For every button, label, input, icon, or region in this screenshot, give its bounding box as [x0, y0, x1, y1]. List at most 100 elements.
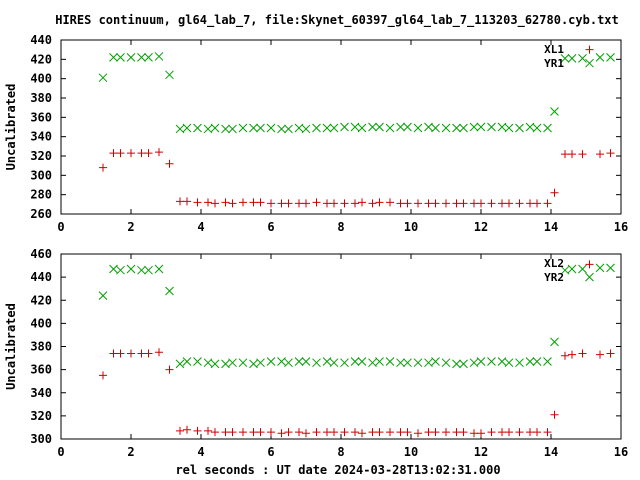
data-point — [396, 199, 405, 208]
data-point — [154, 264, 164, 274]
data-point — [543, 357, 552, 366]
data-point — [403, 199, 412, 208]
series-xl2 — [98, 263, 615, 369]
data-point — [322, 357, 332, 366]
legend-label: XL2 — [544, 257, 564, 270]
data-point — [442, 428, 450, 437]
data-point — [403, 358, 412, 368]
data-point — [277, 124, 286, 134]
data-point — [498, 428, 506, 437]
x-tick-label: 12 — [474, 220, 488, 234]
data-point — [228, 124, 237, 134]
data-point — [211, 199, 219, 208]
data-point — [487, 357, 496, 366]
data-point — [294, 357, 304, 366]
y-tick-label: 320 — [30, 409, 52, 423]
data-point — [560, 54, 570, 63]
data-point — [284, 358, 293, 368]
data-point — [98, 73, 108, 83]
data-point — [239, 198, 247, 207]
data-point — [543, 428, 552, 437]
y-tick-label: 420 — [30, 293, 52, 307]
data-point — [137, 265, 146, 275]
data-point — [126, 53, 136, 62]
data-point — [182, 123, 192, 133]
plot-frame — [60, 253, 622, 440]
data-point — [452, 123, 461, 133]
data-point — [204, 198, 212, 207]
top-panel: 260 280 300 320 340 360 380 400 420 440 0 2 4 6 8 10 12 1… — [4, 33, 628, 234]
legend-label: XL1 — [544, 43, 564, 56]
data-point — [165, 70, 174, 80]
data-point — [144, 149, 153, 158]
x-tick-label: 8 — [337, 220, 344, 234]
data-point — [431, 357, 440, 366]
data-point — [543, 199, 552, 208]
data-point — [109, 53, 118, 62]
data-point — [505, 199, 513, 208]
y-tick-label: 340 — [30, 386, 52, 400]
data-point — [323, 428, 331, 437]
data-point — [221, 124, 230, 134]
data-point — [550, 337, 559, 347]
data-point — [497, 357, 507, 366]
data-point — [99, 371, 107, 380]
data-point — [284, 124, 293, 134]
data-point — [477, 199, 485, 208]
y-tick-label: 300 — [30, 168, 52, 182]
data-point — [210, 359, 220, 369]
data-point — [431, 428, 440, 437]
data-point — [137, 53, 146, 62]
data-point — [477, 429, 485, 438]
data-point — [144, 349, 153, 358]
data-point — [578, 150, 587, 159]
data-point — [221, 359, 230, 369]
data-point — [165, 286, 174, 296]
data-point — [126, 264, 136, 274]
data-point — [165, 159, 174, 168]
data-point — [183, 425, 191, 434]
data-point — [256, 198, 265, 207]
data-point — [249, 198, 258, 207]
data-point — [515, 358, 524, 368]
data-point — [396, 122, 405, 132]
x-tick-label: 8 — [337, 445, 344, 459]
data-point — [330, 199, 338, 208]
data-point — [442, 199, 450, 208]
legend-label: YR2 — [544, 271, 564, 284]
data-point — [414, 199, 422, 208]
data-point — [301, 124, 311, 134]
data-point — [487, 122, 496, 132]
data-point — [424, 358, 433, 368]
y-tick-label: 340 — [30, 130, 52, 144]
data-point — [193, 357, 202, 366]
data-point — [596, 150, 604, 159]
data-point — [550, 188, 559, 197]
data-point — [578, 54, 587, 63]
data-point — [515, 123, 524, 133]
y-tick-label: 420 — [30, 52, 52, 66]
data-point — [375, 198, 384, 207]
data-point — [504, 358, 514, 368]
data-point — [470, 429, 478, 438]
data-point — [266, 357, 276, 366]
y-tick-label: 400 — [30, 316, 52, 330]
y-tick-label: 400 — [30, 72, 52, 86]
data-point — [249, 428, 258, 437]
y-tick-label: 280 — [30, 188, 52, 202]
data-point — [357, 123, 367, 133]
data-point — [175, 359, 185, 369]
x-tick-label: 14 — [544, 445, 558, 459]
plot-frame — [60, 39, 622, 215]
data-point — [228, 199, 237, 208]
data-point — [424, 428, 433, 437]
data-point — [155, 148, 163, 157]
data-point — [431, 123, 440, 133]
data-point — [595, 263, 605, 273]
data-point — [165, 365, 174, 374]
data-point — [312, 358, 321, 368]
data-point — [137, 149, 146, 158]
data-point — [375, 122, 384, 132]
data-point — [116, 265, 125, 275]
x-tick-label: 6 — [267, 445, 274, 459]
